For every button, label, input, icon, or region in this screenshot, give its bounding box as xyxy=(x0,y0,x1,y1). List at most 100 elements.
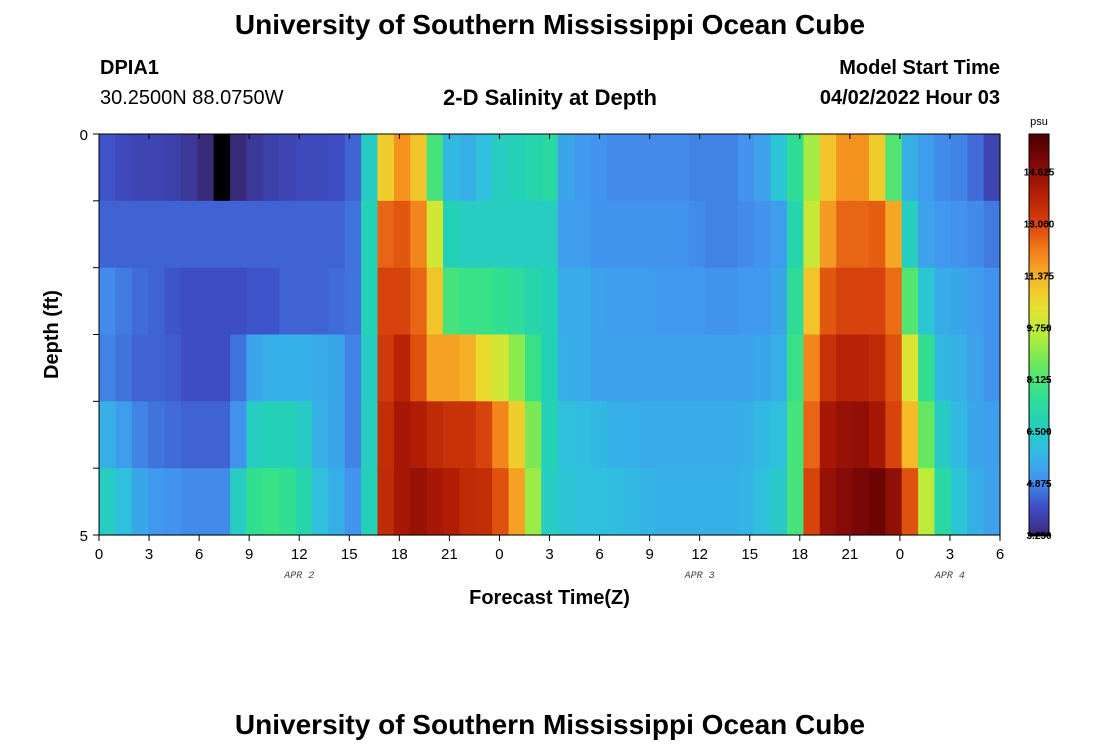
x-tick-label: 0 xyxy=(495,546,503,563)
heatmap-cell xyxy=(311,334,329,402)
heatmap-cell xyxy=(721,200,739,269)
heatmap-cell xyxy=(328,267,346,336)
heatmap-cell xyxy=(787,267,805,336)
heatmap-cell xyxy=(721,401,739,469)
heatmap-cell xyxy=(180,401,198,469)
colorbar-label: 13.000 xyxy=(1024,219,1055,230)
heatmap-cell xyxy=(492,401,510,469)
heatmap-cell xyxy=(426,267,444,336)
x-tick-label: 15 xyxy=(741,546,758,563)
heatmap-cell xyxy=(606,200,624,269)
y-tick-label: 0 xyxy=(80,127,88,144)
heatmap-cell xyxy=(803,468,821,536)
heatmap-cell xyxy=(99,468,116,536)
heatmap-cell xyxy=(803,134,821,202)
x-tick-label: 0 xyxy=(896,546,904,563)
heatmap-cell xyxy=(950,200,968,269)
heatmap-cell xyxy=(393,134,411,202)
heatmap-cell xyxy=(279,468,297,536)
heatmap-cell xyxy=(492,267,510,336)
heatmap-cell xyxy=(246,334,264,402)
model-start-time: 04/02/2022 Hour 03 xyxy=(819,87,1000,109)
heatmap-cell xyxy=(705,200,723,269)
heatmap-cell xyxy=(393,401,411,469)
date-label: APR 2 xyxy=(283,571,314,582)
heatmap-cell xyxy=(443,401,460,469)
colorbar-label: 4.875 xyxy=(1026,479,1051,490)
heatmap-cell xyxy=(492,334,510,402)
heatmap-cell xyxy=(524,401,542,469)
heatmap-cell xyxy=(213,267,231,336)
heatmap-cell xyxy=(623,468,641,536)
heatmap-cell xyxy=(393,334,411,402)
heatmap-cell xyxy=(901,267,919,336)
heatmap-cell xyxy=(819,267,837,336)
heatmap-cell xyxy=(213,200,231,269)
heatmap-cell xyxy=(606,134,624,202)
heatmap-cell xyxy=(328,134,346,202)
heatmap-cell xyxy=(541,401,559,469)
heatmap-cell xyxy=(852,200,870,269)
heatmap-cell xyxy=(819,468,837,536)
heatmap-cell xyxy=(574,401,592,469)
heatmap-cell xyxy=(311,401,329,469)
heatmap-cell xyxy=(606,267,624,336)
heatmap-cell xyxy=(131,468,149,536)
heatmap-cell xyxy=(279,267,297,336)
colorbar-label: 11.375 xyxy=(1024,271,1054,282)
heatmap-cell xyxy=(475,468,493,536)
heatmap-cell xyxy=(295,401,313,469)
heatmap-cell xyxy=(934,334,952,402)
heatmap-cell xyxy=(459,468,477,536)
heatmap-cell xyxy=(361,134,379,202)
heatmap-cell xyxy=(672,401,690,469)
heatmap-cell xyxy=(508,334,526,402)
heatmap-cell xyxy=(410,134,428,202)
heatmap-cell xyxy=(164,468,182,536)
heatmap-cell xyxy=(868,134,886,202)
heatmap-cell xyxy=(180,200,198,269)
heatmap-cell xyxy=(344,134,362,202)
heatmap-cell xyxy=(246,267,264,336)
heatmap-cell xyxy=(934,401,952,469)
heatmap-cell xyxy=(311,468,329,536)
heatmap-cell xyxy=(639,468,657,536)
x-tick-label: 6 xyxy=(595,546,603,563)
heatmap-cell xyxy=(590,468,608,536)
heatmap-cell xyxy=(950,267,968,336)
heatmap-cell xyxy=(754,334,772,402)
heatmap-cell xyxy=(230,334,248,402)
heatmap-cell xyxy=(230,134,248,202)
heatmap-cell xyxy=(639,401,657,469)
x-tick-label: 6 xyxy=(195,546,203,563)
heatmap-cell xyxy=(361,200,379,269)
heatmap-cell xyxy=(557,134,575,202)
x-tick-label: 3 xyxy=(145,546,153,563)
heatmap-cell xyxy=(443,200,460,269)
heatmap-cell xyxy=(213,401,231,469)
heatmap-cell xyxy=(688,200,706,269)
heatmap-cell xyxy=(606,401,624,469)
x-tick-label: 12 xyxy=(691,546,708,563)
heatmap-cell xyxy=(180,267,198,336)
heatmap-cell xyxy=(574,334,592,402)
heatmap-cell xyxy=(901,468,919,536)
heatmap-cell xyxy=(524,267,542,336)
heatmap-cell xyxy=(787,468,805,536)
heatmap-cell xyxy=(655,134,673,202)
heatmap-cell xyxy=(328,401,346,469)
heatmap-cell xyxy=(524,134,542,202)
heatmap-cell xyxy=(754,267,772,336)
colorbar-label: 8.125 xyxy=(1026,375,1051,386)
heatmap-cell xyxy=(230,401,248,469)
station-coords: 30.2500N 88.0750W xyxy=(100,87,284,109)
heatmap-cell xyxy=(197,267,215,336)
heatmap-cell xyxy=(393,468,411,536)
heatmap-cell xyxy=(705,134,723,202)
heatmap-cell xyxy=(754,134,772,202)
heatmap-cell xyxy=(770,200,788,269)
heatmap-cell xyxy=(410,401,428,469)
heatmap-cell xyxy=(524,334,542,402)
x-tick-label: 3 xyxy=(946,546,954,563)
heatmap-cell xyxy=(443,334,460,402)
